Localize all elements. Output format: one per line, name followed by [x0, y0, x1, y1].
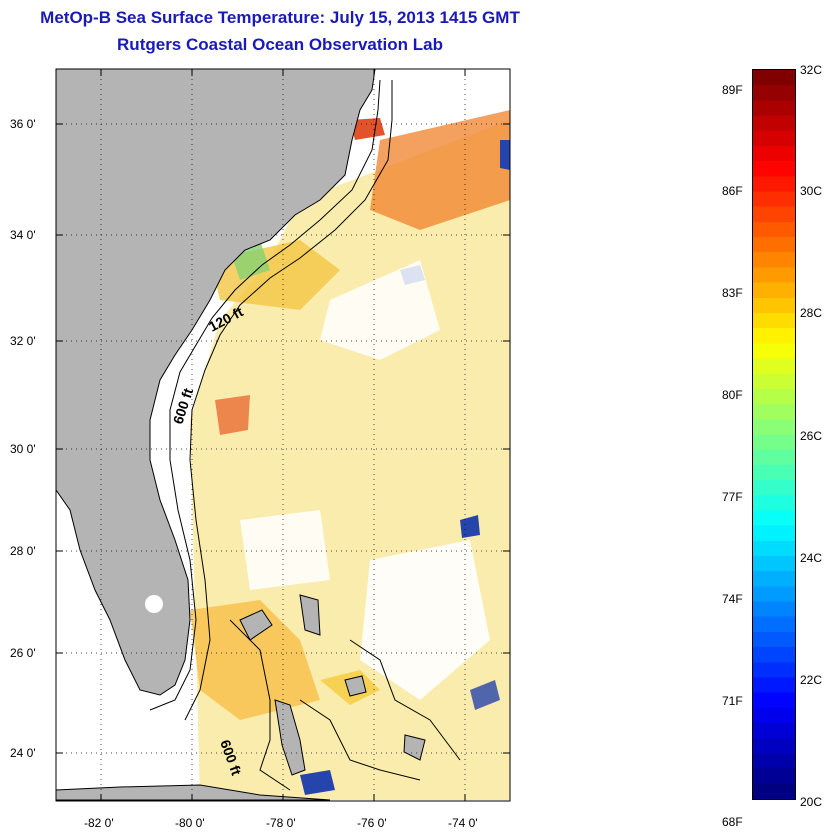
land-bahamas — [274, 699, 306, 776]
colorbar-c-label: 26C — [800, 429, 823, 443]
colorbar-f-label: 68F — [722, 815, 743, 829]
sst-field — [190, 110, 510, 800]
lat-tick-label: 28 0' — [10, 544, 36, 558]
lat-tick-label: 26 0' — [10, 646, 36, 660]
colorbar-f-label: 86F — [722, 184, 743, 198]
lat-tick-label: 24 0' — [10, 746, 36, 760]
colorbar-c-label: 30C — [800, 184, 823, 198]
colorbar-c-label: 32C — [800, 63, 823, 77]
colorbar-c-label: 22C — [800, 673, 823, 687]
colorbar-f-label: 80F — [722, 388, 743, 402]
lon-tick-label: -82 0' — [84, 816, 114, 830]
land-cuba — [56, 784, 331, 801]
colorbar-c-label: 20C — [800, 795, 823, 809]
colorbar-f-label: 71F — [722, 694, 743, 708]
colorbar-f-label: 89F — [722, 83, 743, 97]
lon-tick-label: -76 0' — [357, 816, 387, 830]
map-title: MetOp-B Sea Surface Temperature: July 15… — [40, 8, 520, 27]
lat-tick-label: 32 0' — [10, 334, 36, 348]
colorbar-c-label: 28C — [800, 306, 823, 320]
land-us — [56, 69, 376, 696]
lat-tick-label: 34 0' — [10, 228, 36, 242]
lon-tick-label: -74 0' — [448, 816, 478, 830]
colorbar-f-label: 77F — [722, 490, 743, 504]
colorbar-c-label: 24C — [800, 551, 823, 565]
lon-tick-label: -80 0' — [175, 816, 205, 830]
lat-tick-label: 30 0' — [10, 442, 36, 456]
map-subtitle: Rutgers Coastal Ocean Observation Lab — [117, 35, 443, 54]
lat-tick-label: 36 0' — [10, 117, 36, 131]
lon-tick-label: -78 0' — [266, 816, 296, 830]
colorbar-f-label: 83F — [722, 286, 743, 300]
colorbar-f-label: 74F — [722, 592, 743, 606]
colorbar — [752, 69, 796, 800]
